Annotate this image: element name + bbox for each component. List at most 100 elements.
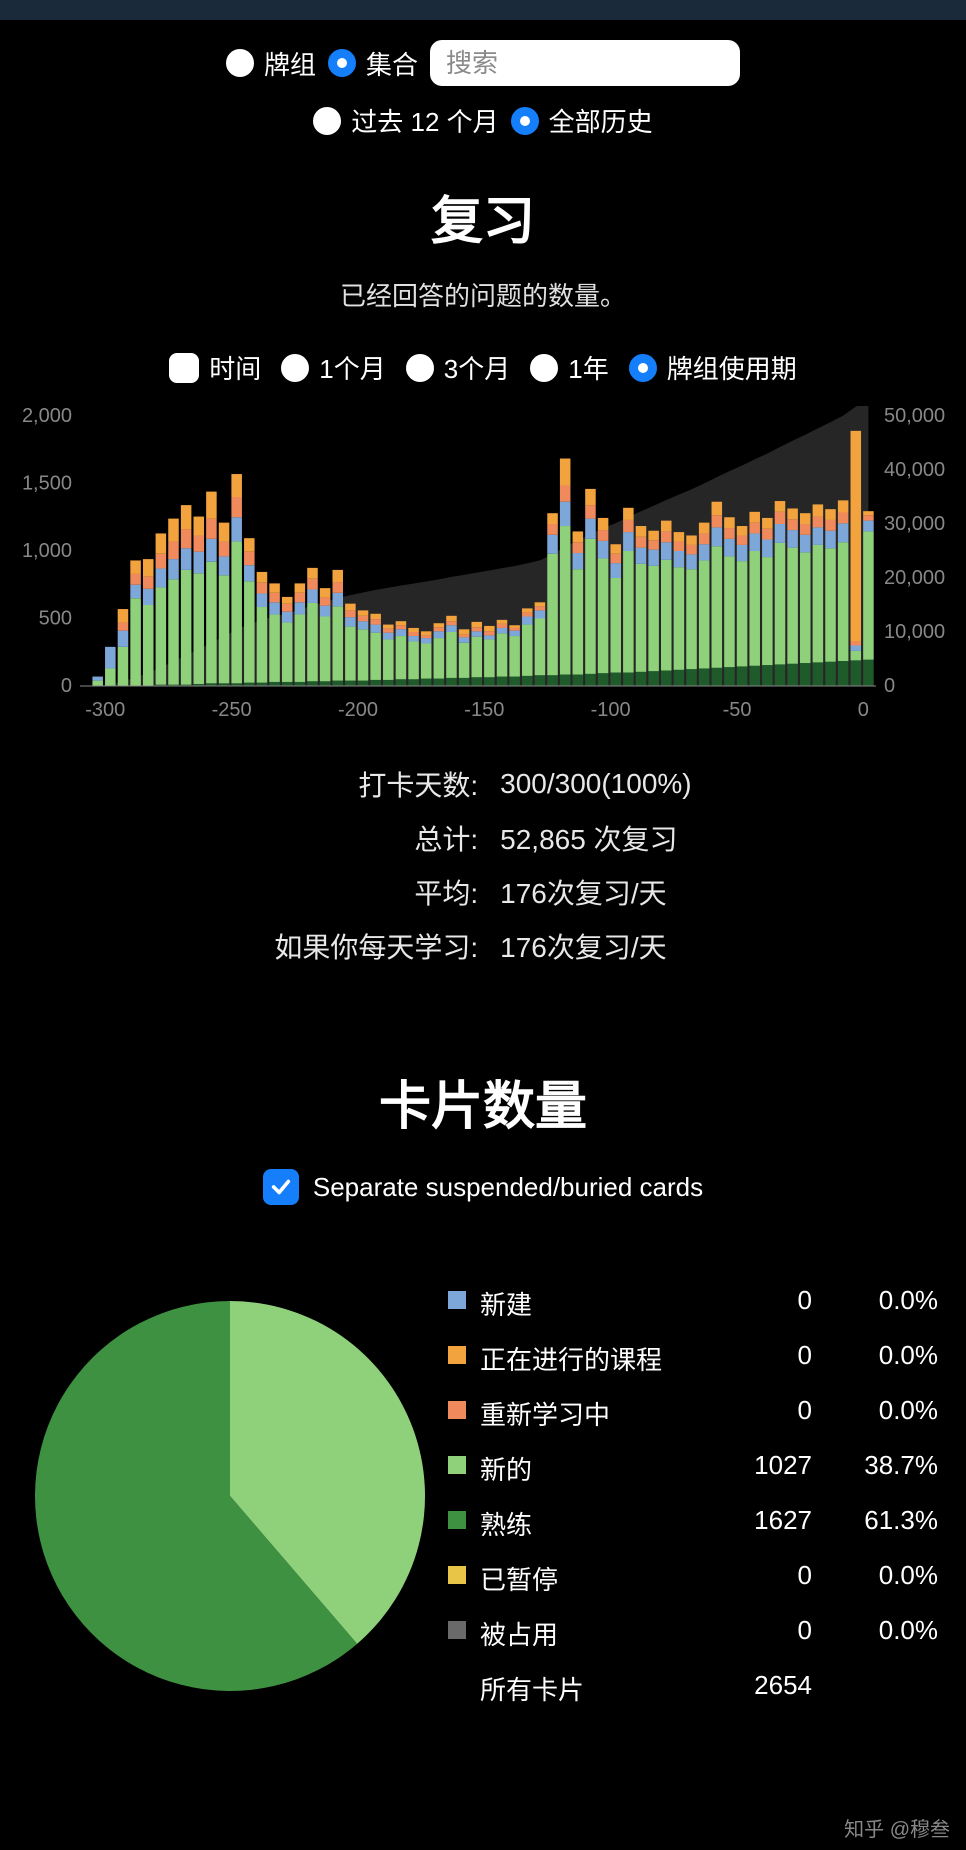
review-subtitle: 已经回答的问题的数量。: [0, 276, 966, 313]
radio-deck-group: 牌组: [226, 45, 316, 82]
legend-pct: 0.0%: [834, 1332, 944, 1385]
stat-daily-value: 176次复习/天: [490, 920, 701, 972]
stat-total-label: 总计:: [264, 812, 488, 864]
legend-pct: 0.0%: [834, 1607, 944, 1660]
legend-row: 新的 1027 38.7%: [442, 1442, 944, 1495]
legend-label: 已暂停: [474, 1552, 710, 1605]
review-title: 复习: [0, 179, 966, 254]
radio-deck[interactable]: [226, 49, 254, 77]
legend-table: 新建 0 0.0% 正在进行的课程 0 0.0% 重新学习中 0 0.0% 新的…: [440, 1275, 946, 1717]
radio-collection-label: 集合: [366, 45, 418, 82]
radio-all-history-label: 全部历史: [549, 102, 653, 139]
legend-swatch: [448, 1621, 466, 1639]
svg-text:0: 0: [858, 699, 869, 721]
svg-text:-300: -300: [85, 699, 125, 721]
legend-row: 正在进行的课程 0 0.0%: [442, 1332, 944, 1385]
svg-text:50,000: 50,000: [884, 406, 945, 427]
legend-row: 被占用 0 0.0%: [442, 1607, 944, 1660]
legend-swatch: [448, 1401, 466, 1419]
review-chart: 05001,0001,5002,000010,00020,00030,00040…: [10, 406, 956, 726]
svg-text:40,000: 40,000: [884, 459, 945, 481]
svg-text:-50: -50: [723, 699, 752, 721]
radio-collection-group: 集合: [328, 45, 418, 82]
legend-total-label: 所有卡片: [474, 1662, 710, 1715]
radio-past-12-months[interactable]: [313, 107, 341, 135]
svg-text:500: 500: [39, 608, 72, 630]
radio-past12-group: 过去 12 个月: [313, 102, 498, 139]
legend-total-pct: [834, 1662, 944, 1715]
time-filter-row: 时间 1个月 3个月 1年 牌组使用期: [0, 349, 966, 386]
radio-3-months[interactable]: [406, 354, 434, 382]
stat-daily-label: 如果你每天学习:: [264, 920, 488, 972]
pie-chart: [20, 1275, 440, 1717]
radio-all-history-group: 全部历史: [511, 102, 653, 139]
legend-label: 新的: [474, 1442, 710, 1495]
legend-count: 0: [712, 1552, 832, 1605]
radio-all-history[interactable]: [511, 107, 539, 135]
stat-avg-value: 176次复习/天: [490, 866, 701, 918]
time-filter-time-label: 时间: [209, 349, 261, 386]
legend-label: 熟练: [474, 1497, 710, 1550]
history-filter-row: 过去 12 个月 全部历史: [0, 102, 966, 139]
radio-1-year-label: 1年: [568, 349, 608, 386]
radio-1-month[interactable]: [281, 354, 309, 382]
legend-row: 熟练 1627 61.3%: [442, 1497, 944, 1550]
checkbox-separate-suspended[interactable]: [263, 1169, 299, 1205]
svg-text:0: 0: [884, 675, 895, 697]
separate-checkbox-row: Separate suspended/buried cards: [0, 1169, 966, 1205]
legend-label: 重新学习中: [474, 1387, 710, 1440]
svg-text:20,000: 20,000: [884, 567, 945, 589]
status-bar: [0, 0, 966, 20]
watermark: 知乎 @穆叁: [844, 1813, 950, 1842]
legend-row: 已暂停 0 0.0%: [442, 1552, 944, 1605]
svg-text:1,500: 1,500: [22, 473, 72, 495]
radio-deck-label: 牌组: [264, 45, 316, 82]
legend-swatch: [448, 1511, 466, 1529]
svg-text:10,000: 10,000: [884, 621, 945, 643]
radio-past12-label: 过去 12 个月: [351, 102, 498, 139]
radio-deck-life[interactable]: [629, 354, 657, 382]
legend-pct: 38.7%: [834, 1442, 944, 1495]
legend-swatch: [448, 1456, 466, 1474]
legend-pct: 0.0%: [834, 1387, 944, 1440]
legend-total-count: 2654: [712, 1662, 832, 1715]
legend-count: 0: [712, 1387, 832, 1440]
review-stats-table: 打卡天数: 300/300(100%) 总计: 52,865 次复习 平均: 1…: [262, 756, 703, 974]
legend-swatch: [448, 1291, 466, 1309]
legend-pct: 0.0%: [834, 1552, 944, 1605]
svg-text:30,000: 30,000: [884, 513, 945, 535]
svg-text:-150: -150: [464, 699, 504, 721]
legend-label: 被占用: [474, 1607, 710, 1660]
checkbox-separate-label: Separate suspended/buried cards: [313, 1172, 703, 1203]
legend-row: 新建 0 0.0%: [442, 1277, 944, 1330]
checkbox-time[interactable]: [169, 353, 199, 383]
scope-filter-row: 牌组 集合: [0, 40, 966, 86]
legend-count: 0: [712, 1607, 832, 1660]
radio-deck-life-label: 牌组使用期: [667, 349, 797, 386]
svg-text:0: 0: [61, 675, 72, 697]
stat-days-value: 300/300(100%): [490, 758, 701, 810]
legend-count: 1027: [712, 1442, 832, 1495]
svg-text:-100: -100: [591, 699, 631, 721]
legend-total-row: 所有卡片 2654: [442, 1662, 944, 1715]
svg-text:1,000: 1,000: [22, 540, 72, 562]
legend-pct: 0.0%: [834, 1277, 944, 1330]
radio-1-month-label: 1个月: [319, 349, 385, 386]
legend-count: 0: [712, 1332, 832, 1385]
legend-label: 正在进行的课程: [474, 1332, 710, 1385]
legend-label: 新建: [474, 1277, 710, 1330]
stat-days-label: 打卡天数:: [264, 758, 488, 810]
pie-section: 新建 0 0.0% 正在进行的课程 0 0.0% 重新学习中 0 0.0% 新的…: [0, 1275, 966, 1717]
legend-count: 1627: [712, 1497, 832, 1550]
search-input[interactable]: [430, 40, 740, 86]
radio-collection[interactable]: [328, 49, 356, 77]
legend-row: 重新学习中 0 0.0%: [442, 1387, 944, 1440]
legend-swatch: [448, 1346, 466, 1364]
svg-text:-250: -250: [212, 699, 252, 721]
cards-title: 卡片数量: [0, 1064, 966, 1139]
legend-pct: 61.3%: [834, 1497, 944, 1550]
radio-3-months-label: 3个月: [444, 349, 510, 386]
check-icon: [270, 1176, 292, 1198]
stat-total-value: 52,865 次复习: [490, 812, 701, 864]
radio-1-year[interactable]: [530, 354, 558, 382]
